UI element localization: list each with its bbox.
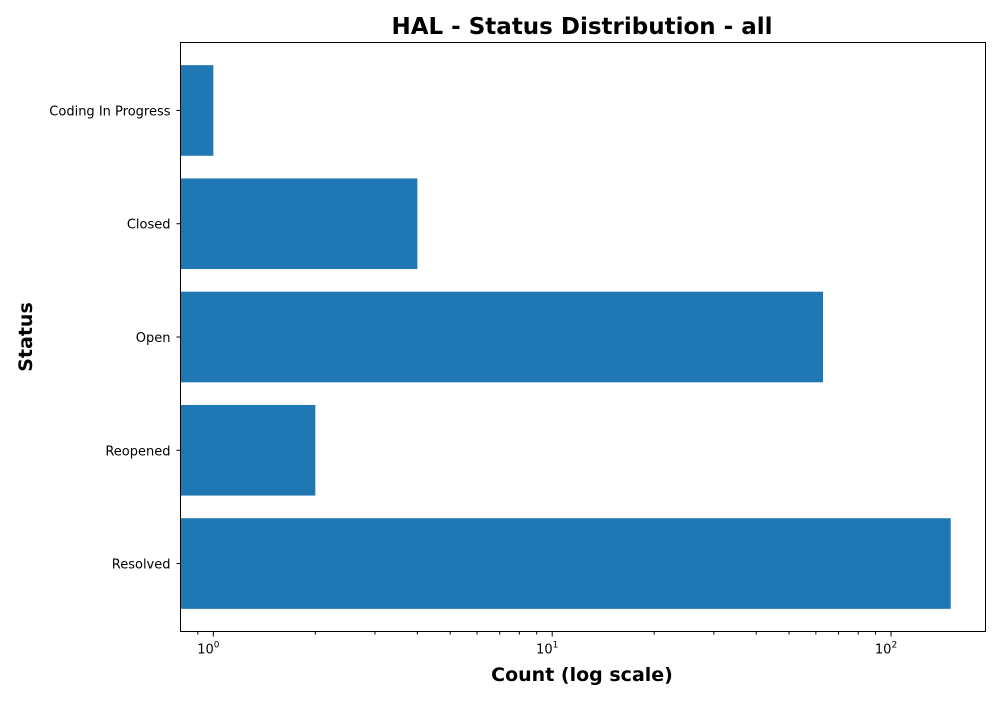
y-axis-label: Status xyxy=(15,302,37,372)
bar-open xyxy=(180,291,824,383)
bar-resolved xyxy=(180,518,951,609)
bars-group xyxy=(180,65,951,609)
x-tick-label: 100 xyxy=(197,641,220,658)
y-tick-label: Reopened xyxy=(105,444,170,459)
x-tick-label: 101 xyxy=(536,641,558,658)
y-tick-label: Closed xyxy=(127,218,171,233)
x-axis-label: Count (log scale) xyxy=(491,664,673,686)
y-axis-ticks: Coding In Progress Closed Open Reopened Reso… xyxy=(49,104,181,573)
y-tick-label: Resolved xyxy=(112,558,171,573)
x-axis-ticks: 100 101 102 xyxy=(197,631,897,658)
plot-area-frame xyxy=(180,42,986,632)
y-tick-label: Coding In Progress xyxy=(49,104,170,119)
bar-coding-in-progress xyxy=(180,65,214,156)
chart-title: HAL - Status Distribution - all xyxy=(391,14,772,40)
y-tick-label: Open xyxy=(136,331,171,346)
bar-closed xyxy=(180,178,418,270)
x-tick-label: 102 xyxy=(875,641,897,658)
bar-reopened xyxy=(180,404,316,496)
